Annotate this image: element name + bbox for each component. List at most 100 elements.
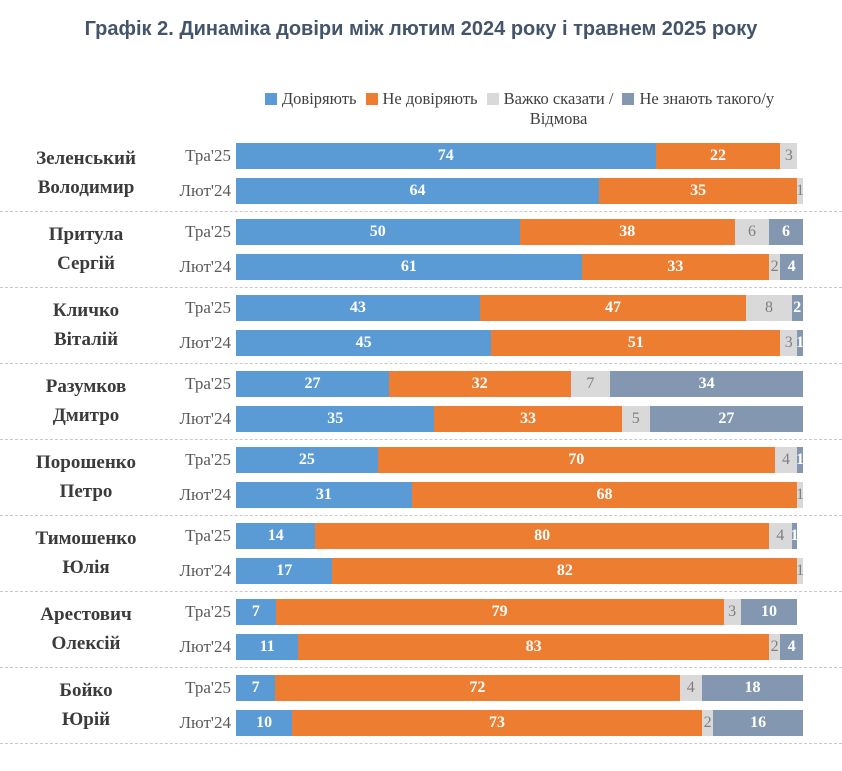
bar-segment-distrust: 82 — [332, 558, 798, 585]
politician-name-line: Олексій — [51, 632, 121, 654]
legend-label: Не знають такого/у — [639, 89, 775, 108]
segment-value: 47 — [605, 299, 622, 317]
bar-segment-trust: 14 — [236, 523, 316, 550]
segment-value: 18 — [744, 679, 761, 697]
segment-value: 27 — [304, 375, 321, 393]
segment-value: 4 — [787, 638, 796, 656]
bar-segment-unknown: 4 — [780, 254, 803, 281]
segment-value: 1 — [796, 451, 805, 469]
segment-value: 83 — [525, 638, 542, 656]
politician-name-line: Сергій — [57, 252, 115, 274]
bar-segment-distrust: 83 — [298, 634, 769, 661]
segment-value: 4 — [776, 527, 785, 545]
segment-value: 16 — [750, 714, 767, 732]
segment-value: 14 — [267, 527, 284, 545]
bar-rows: Тра'25 43 47 8 2 Лют'24 45 51 3 1 — [172, 295, 842, 357]
legend-item-hard: Важко сказати / Відмова — [486, 89, 614, 129]
bar-segment-unknown: 10 — [740, 599, 798, 626]
segment-value: 4 — [787, 258, 796, 276]
segment-value: 5 — [631, 410, 640, 428]
politician-name-line: Віталій — [53, 328, 119, 350]
segment-value: 2 — [793, 299, 802, 317]
period-label: Тра'25 — [185, 450, 231, 470]
segment-value: 2 — [703, 714, 712, 732]
bar-segment-unknown: 18 — [701, 675, 804, 702]
segment-value: 7 — [251, 679, 260, 697]
legend-item-trust: Довіряють — [264, 89, 357, 109]
legend-swatch-distrust — [365, 93, 378, 105]
period-label: Лют'24 — [179, 409, 232, 429]
bar-row: Тра'25 74 22 3 — [172, 143, 842, 170]
bar-rows: Тра'25 14 80 4 1 Лют'24 17 82 1 — [172, 523, 842, 585]
stacked-bar: 61 33 2 4 — [236, 254, 803, 281]
period-label: Тра'25 — [185, 298, 231, 318]
segment-value: 64 — [409, 182, 426, 200]
segment-value: 79 — [491, 603, 508, 621]
bar-segment-distrust: 79 — [275, 599, 724, 626]
stacked-bar: 31 68 1 — [236, 482, 805, 509]
politician-name-line: Тимошенко — [35, 528, 137, 550]
legend-label-line1: Важко сказати / — [503, 89, 614, 108]
bar-row: Лют'24 31 68 1 — [172, 482, 842, 509]
stacked-bar: 43 47 8 2 — [236, 295, 803, 322]
bar-segment-unknown: 1 — [790, 523, 798, 550]
period-label: Лют'24 — [179, 713, 232, 733]
politician-group: Притула Сергій Тра'25 50 38 6 6 Лют'24 61 33 2 4 — [0, 212, 842, 289]
segment-value: 6 — [781, 223, 790, 241]
stacked-bar: 50 38 6 6 — [236, 219, 803, 246]
bar-row: Лют'24 64 35 1 — [172, 178, 842, 205]
segment-value: 7 — [586, 375, 595, 393]
bar-rows: Тра'25 50 38 6 6 Лют'24 61 33 2 4 — [172, 219, 842, 281]
bar-segment-hard: 1 — [796, 558, 804, 585]
segment-value: 43 — [349, 299, 366, 317]
segment-value: 27 — [718, 410, 735, 428]
period-label: Тра'25 — [185, 678, 231, 698]
segment-value: 25 — [298, 451, 315, 469]
stacked-bar: 74 22 3 — [236, 143, 803, 170]
chart-legend: Довіряють Не довіряють Важко сказати / В… — [232, 89, 807, 129]
bar-segment-distrust: 73 — [292, 710, 702, 737]
bar-row: Тра'25 50 38 6 6 — [172, 219, 842, 246]
bar-segment-trust: 17 — [236, 558, 333, 585]
bar-rows: Тра'25 27 32 7 34 Лют'24 35 33 5 27 — [172, 371, 842, 433]
bar-rows: Тра'25 7 72 4 18 Лют'24 10 73 2 16 — [172, 675, 842, 737]
bar-segment-unknown: 4 — [780, 634, 803, 661]
legend-label: Важко сказати / Відмова — [504, 89, 614, 129]
segment-value: 33 — [519, 410, 536, 428]
segment-value: 70 — [568, 451, 585, 469]
politician-group: Арестович Олексій Тра'25 7 79 3 10 Лют'24 11 83 2 4 — [0, 592, 842, 669]
politician-name-line: Бойко — [59, 680, 113, 702]
politician-name: Разумков Дмитро — [0, 371, 172, 432]
segment-value: 73 — [489, 714, 506, 732]
segment-value: 35 — [327, 410, 344, 428]
bar-segment-trust: 7 — [236, 599, 276, 626]
period-label: Лют'24 — [179, 637, 232, 657]
segment-value: 2 — [770, 638, 779, 656]
politician-name-line: Петро — [59, 480, 113, 502]
bar-segment-distrust: 68 — [411, 482, 798, 509]
politician-name-line: Кличко — [52, 300, 120, 322]
segment-value: 38 — [619, 223, 636, 241]
bar-segment-trust: 7 — [236, 675, 276, 702]
segment-value: 35 — [690, 182, 707, 200]
politician-group: Кличко Віталій Тра'25 43 47 8 2 Лют'24 45 51 3 1 — [0, 288, 842, 365]
bar-segment-hard: 4 — [679, 675, 702, 702]
bar-segment-hard: 3 — [780, 143, 798, 170]
bar-row: Тра'25 27 32 7 34 — [172, 371, 842, 398]
segment-value: 10 — [760, 603, 777, 621]
bar-rows: Тра'25 74 22 3 Лют'24 64 35 1 — [172, 143, 842, 205]
segment-value: 2 — [770, 258, 779, 276]
segment-value: 3 — [728, 603, 737, 621]
politician-group: Бойко Юрій Тра'25 7 72 4 18 Лют'24 10 73 2 16 — [0, 668, 842, 745]
segment-value: 1 — [796, 486, 805, 504]
bar-segment-hard: 1 — [796, 482, 805, 509]
bar-segment-hard: 2 — [768, 634, 781, 661]
bar-segment-unknown: 1 — [796, 330, 804, 357]
bar-segment-trust: 27 — [236, 371, 390, 398]
segment-value: 33 — [667, 258, 684, 276]
stacked-bar: 64 35 1 — [236, 178, 804, 205]
segment-value: 4 — [781, 451, 790, 469]
bar-segment-distrust: 32 — [389, 371, 571, 398]
politician-group: Разумков Дмитро Тра'25 27 32 7 34 Лют'24 35 33 5 27 — [0, 364, 842, 441]
politician-name: Бойко Юрій — [0, 675, 172, 736]
